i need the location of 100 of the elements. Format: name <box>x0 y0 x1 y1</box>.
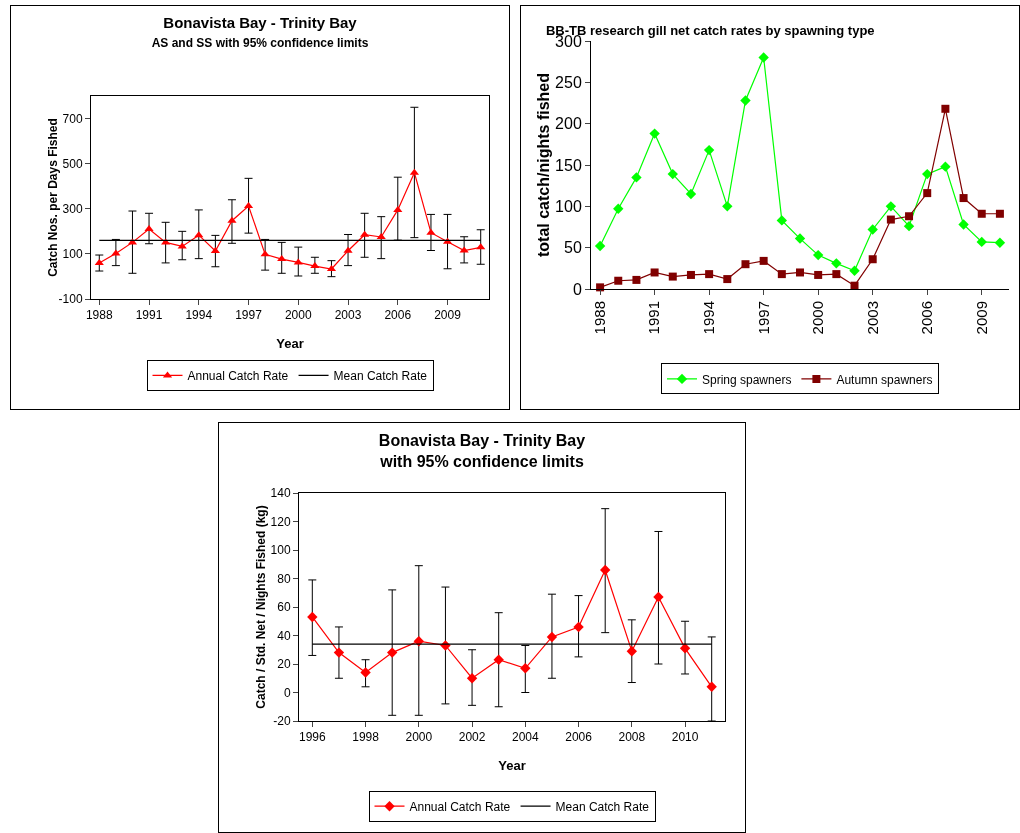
x-tick-label: 2006 <box>384 308 412 323</box>
y-tick-label: 100 <box>62 247 83 262</box>
y-axis-title: Catch Nos. per Days Fished <box>46 118 60 277</box>
x-tick-label: 2009 <box>434 308 462 323</box>
x-tick-label: 2010 <box>671 730 699 745</box>
x-tick-label: 2000 <box>809 301 827 335</box>
point <box>923 189 932 198</box>
point <box>994 237 1006 248</box>
point <box>426 228 436 235</box>
point <box>832 270 841 279</box>
point <box>343 246 353 253</box>
y-tick-label: 500 <box>62 156 83 171</box>
point <box>905 212 914 221</box>
point <box>668 272 677 281</box>
point <box>649 128 660 139</box>
legend-label: Mean Catch Rate <box>333 369 428 384</box>
point <box>706 681 717 692</box>
point <box>723 275 732 284</box>
point <box>599 564 611 576</box>
x-tick-label: 2008 <box>618 730 646 745</box>
point <box>520 663 531 674</box>
point <box>277 255 287 262</box>
point <box>759 256 768 265</box>
point <box>546 631 558 643</box>
y-axis-title: total catch/nights fished <box>535 72 552 258</box>
y-tick-label: 200 <box>555 115 582 133</box>
point <box>650 268 659 277</box>
x-tick-label: 1994 <box>185 308 213 323</box>
x-tick-label: 2004 <box>511 730 539 745</box>
x-tick-label: 2003 <box>334 308 362 323</box>
point <box>310 262 320 269</box>
point <box>977 209 986 218</box>
point <box>941 104 950 113</box>
y-tick-label: -100 <box>58 292 83 307</box>
chart-title: Bonavista Bay - Trinity Bay <box>163 13 358 31</box>
point <box>194 231 204 238</box>
point <box>376 232 386 239</box>
x-tick-label: 1988 <box>590 301 608 335</box>
point <box>831 258 842 269</box>
point <box>740 95 751 106</box>
point <box>360 667 371 678</box>
point <box>903 220 915 232</box>
y-tick-label: 40 <box>277 628 291 643</box>
y-tick-label: 140 <box>270 486 291 501</box>
y-tick-label: 50 <box>564 239 582 257</box>
x-axis-title: Year <box>276 336 304 351</box>
point <box>685 188 697 200</box>
point <box>409 168 419 175</box>
point <box>386 647 398 658</box>
point <box>776 215 788 226</box>
x-tick-label: 1997 <box>754 301 772 335</box>
point <box>613 203 624 215</box>
point <box>667 168 678 180</box>
y-tick-label: 100 <box>555 197 582 215</box>
x-tick-label: 2006 <box>565 730 593 745</box>
point <box>459 246 469 253</box>
point <box>741 260 750 269</box>
point <box>632 275 641 284</box>
point <box>794 233 806 244</box>
y-axis-title: Catch / Std. Net / Nights Fished (kg) <box>254 505 268 709</box>
point <box>466 673 478 684</box>
point <box>626 645 638 657</box>
point <box>307 611 318 623</box>
point <box>631 172 642 183</box>
point <box>653 591 664 603</box>
y-tick-label: 60 <box>277 600 291 615</box>
x-tick-label: 2000 <box>405 730 433 745</box>
point <box>995 209 1004 218</box>
legend-label: Annual Catch Rate <box>409 799 511 814</box>
chart-subtitle: AS and SS with 95% confidence limits <box>151 36 369 51</box>
y-tick-label: 0 <box>283 685 291 700</box>
x-tick-label: 2003 <box>863 301 881 335</box>
point <box>812 249 824 261</box>
chart-subtitle: with 95% confidence limits <box>379 453 584 470</box>
x-tick-label: 1994 <box>700 301 718 335</box>
point <box>210 246 220 253</box>
x-tick-label: 1997 <box>235 308 263 323</box>
y-tick-label: -20 <box>273 714 291 729</box>
point <box>796 268 804 277</box>
point <box>922 168 933 180</box>
point <box>958 219 969 230</box>
point <box>227 216 237 223</box>
x-tick-label: 2002 <box>458 730 486 745</box>
point <box>333 647 345 658</box>
point <box>144 225 154 232</box>
point <box>886 215 895 224</box>
y-tick-label: 250 <box>555 73 582 91</box>
legend-label: Autumn spawners <box>836 372 933 387</box>
x-tick-label: 1991 <box>135 308 163 323</box>
point <box>867 224 878 235</box>
x-tick-label: 1996 <box>298 730 326 745</box>
legend-label: Mean Catch Rate <box>555 799 650 814</box>
x-tick-label: 2006 <box>918 301 936 335</box>
point <box>573 621 584 633</box>
point <box>703 144 715 156</box>
point <box>959 194 968 203</box>
x-tick-label: 1991 <box>645 301 663 335</box>
point <box>777 270 786 279</box>
point <box>686 270 695 279</box>
point <box>758 52 769 63</box>
